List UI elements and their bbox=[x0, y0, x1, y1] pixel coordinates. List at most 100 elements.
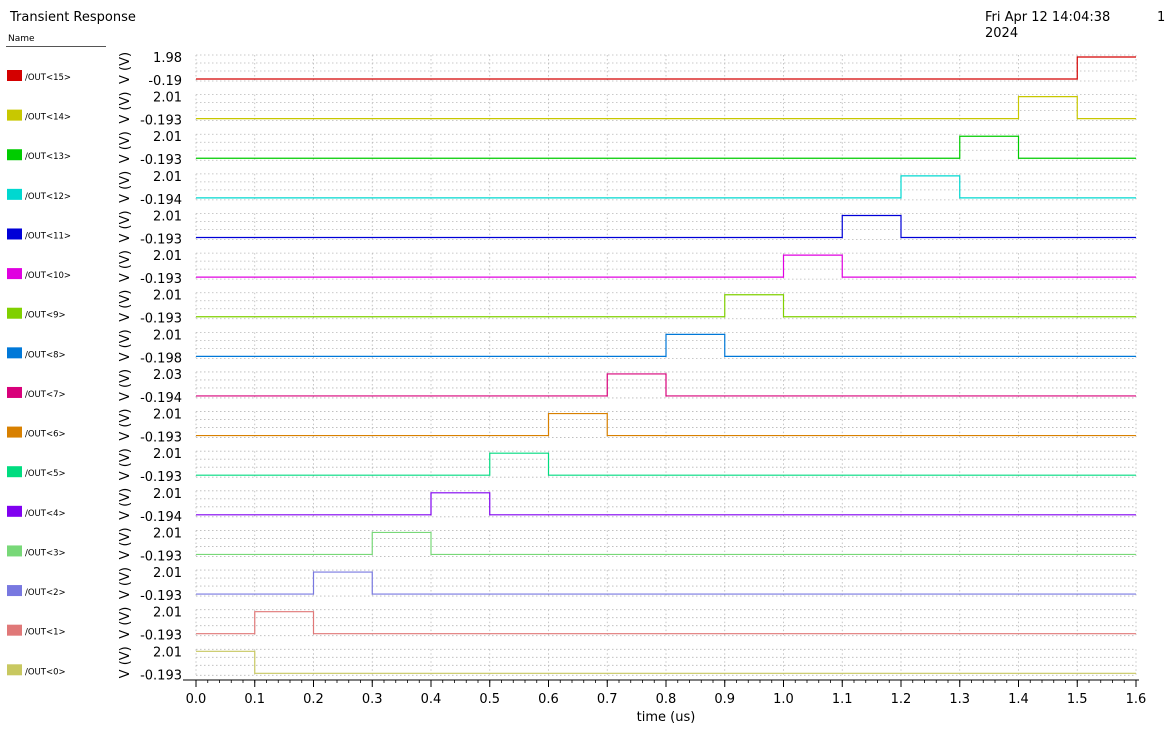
legend-label: /OUT<14> bbox=[25, 113, 71, 123]
y-axis-label: V (V) bbox=[118, 527, 133, 559]
legend-swatch bbox=[7, 624, 22, 636]
waveform-2 bbox=[196, 571, 1136, 595]
y-min-label: -0.193 bbox=[140, 668, 182, 683]
legend-swatch bbox=[7, 268, 22, 280]
y-max-label: 2.01 bbox=[153, 566, 182, 581]
legend-label: /OUT<8> bbox=[25, 350, 66, 360]
legend-label: /OUT<0> bbox=[25, 667, 66, 677]
legend-swatch bbox=[7, 149, 22, 161]
legend-swatch bbox=[7, 545, 22, 557]
legend-label: /OUT<9> bbox=[25, 311, 66, 321]
legend-label: /OUT<2> bbox=[25, 588, 66, 598]
y-axis-label: V (V) bbox=[118, 92, 133, 124]
legend-label: /OUT<3> bbox=[25, 548, 66, 558]
y-min-label: -0.194 bbox=[140, 510, 182, 525]
legend-swatch bbox=[7, 228, 22, 240]
y-min-label: -0.194 bbox=[140, 391, 182, 406]
legend-label: /OUT<4> bbox=[25, 509, 66, 519]
y-axis-label: V (V) bbox=[118, 210, 133, 242]
legend-label: /OUT<15> bbox=[25, 73, 71, 83]
y-max-label: 2.01 bbox=[153, 487, 182, 502]
waveform-1 bbox=[196, 611, 1136, 635]
y-axis-label: V (V) bbox=[118, 488, 133, 520]
waveform-5 bbox=[196, 452, 1136, 476]
legend-swatch bbox=[7, 664, 22, 676]
y-max-label: 2.01 bbox=[153, 209, 182, 224]
y-max-label: 2.01 bbox=[153, 606, 182, 621]
x-tick-label: 0.3 bbox=[362, 692, 383, 707]
chart-title: Transient Response bbox=[10, 10, 136, 25]
waveform-3 bbox=[196, 531, 1136, 556]
y-axis-label: V (V) bbox=[118, 171, 133, 203]
y-min-label: -0.193 bbox=[140, 272, 182, 287]
y-max-label: 2.01 bbox=[153, 447, 182, 462]
waveform-9 bbox=[196, 294, 1136, 318]
legend-label: /OUT<10> bbox=[25, 271, 71, 281]
y-min-label: -0.193 bbox=[140, 232, 182, 247]
y-axis-label: V (V) bbox=[118, 646, 133, 678]
y-max-label: 2.01 bbox=[153, 328, 182, 343]
y-min-label: -0.19 bbox=[148, 74, 182, 89]
x-tick-label: 0.6 bbox=[538, 692, 559, 707]
waveform-11 bbox=[196, 214, 1136, 239]
x-tick-label: 0.0 bbox=[186, 692, 207, 707]
x-tick-label: 0.8 bbox=[656, 692, 677, 707]
y-min-label: -0.193 bbox=[140, 153, 182, 168]
x-tick-label: 0.5 bbox=[479, 692, 500, 707]
y-max-label: 2.01 bbox=[153, 526, 182, 541]
legend-label: /OUT<1> bbox=[25, 628, 66, 638]
x-tick-label: 1.0 bbox=[773, 692, 794, 707]
waveform-7 bbox=[196, 373, 1136, 397]
y-min-label: -0.193 bbox=[140, 431, 182, 446]
y-axis-label: V (V) bbox=[118, 329, 133, 361]
y-min-label: -0.193 bbox=[140, 549, 182, 564]
waveform-13 bbox=[196, 135, 1136, 159]
legend-swatch bbox=[7, 188, 22, 200]
y-min-label: -0.198 bbox=[140, 351, 182, 366]
x-tick-label: 0.9 bbox=[714, 692, 735, 707]
legend-swatch bbox=[7, 426, 22, 438]
y-axis-label: V (V) bbox=[118, 369, 133, 401]
y-max-label: 2.03 bbox=[153, 368, 182, 383]
waveform-10 bbox=[196, 254, 1136, 278]
y-min-label: -0.193 bbox=[140, 470, 182, 485]
legend-label: /OUT<13> bbox=[25, 152, 71, 162]
legend-swatch bbox=[7, 109, 22, 121]
y-max-label: 2.01 bbox=[153, 91, 182, 106]
legend-label: /OUT<5> bbox=[25, 469, 66, 479]
y-axis-label: V (V) bbox=[118, 607, 133, 639]
y-min-label: -0.193 bbox=[140, 114, 182, 129]
y-max-label: 2.01 bbox=[153, 130, 182, 145]
waveform-0 bbox=[196, 650, 1136, 674]
y-min-label: -0.193 bbox=[140, 629, 182, 644]
y-max-label: 2.01 bbox=[153, 289, 182, 304]
y-max-label: 2.01 bbox=[153, 645, 182, 660]
x-tick-label: 1.4 bbox=[1008, 692, 1029, 707]
x-tick-label: 0.2 bbox=[303, 692, 324, 707]
y-axis-label: V (V) bbox=[118, 409, 133, 441]
legend-label: /OUT<6> bbox=[25, 430, 66, 440]
y-min-label: -0.193 bbox=[140, 589, 182, 604]
waveform-14 bbox=[196, 96, 1136, 120]
legend-swatch bbox=[7, 505, 22, 517]
x-axis-label: time (us) bbox=[637, 710, 696, 725]
y-min-label: -0.194 bbox=[140, 193, 182, 208]
y-max-label: 2.01 bbox=[153, 170, 182, 185]
y-axis-label: V (V) bbox=[118, 250, 133, 282]
legend-swatch bbox=[7, 585, 22, 597]
x-tick-label: 0.7 bbox=[597, 692, 618, 707]
y-min-label: -0.193 bbox=[140, 312, 182, 327]
y-axis-label: V (V) bbox=[118, 131, 133, 163]
x-tick-label: 1.6 bbox=[1126, 692, 1147, 707]
waveform-15 bbox=[196, 56, 1136, 80]
y-axis-label: V (V) bbox=[118, 52, 133, 84]
legend-swatch bbox=[7, 307, 22, 319]
legend-swatch bbox=[7, 347, 22, 359]
legend-header-rule bbox=[6, 46, 106, 47]
legend-label: /OUT<12> bbox=[25, 192, 71, 202]
x-tick-label: 0.1 bbox=[244, 692, 265, 707]
y-max-label: 2.01 bbox=[153, 408, 182, 423]
legend-swatch bbox=[7, 70, 22, 81]
waveform-4 bbox=[196, 492, 1136, 516]
